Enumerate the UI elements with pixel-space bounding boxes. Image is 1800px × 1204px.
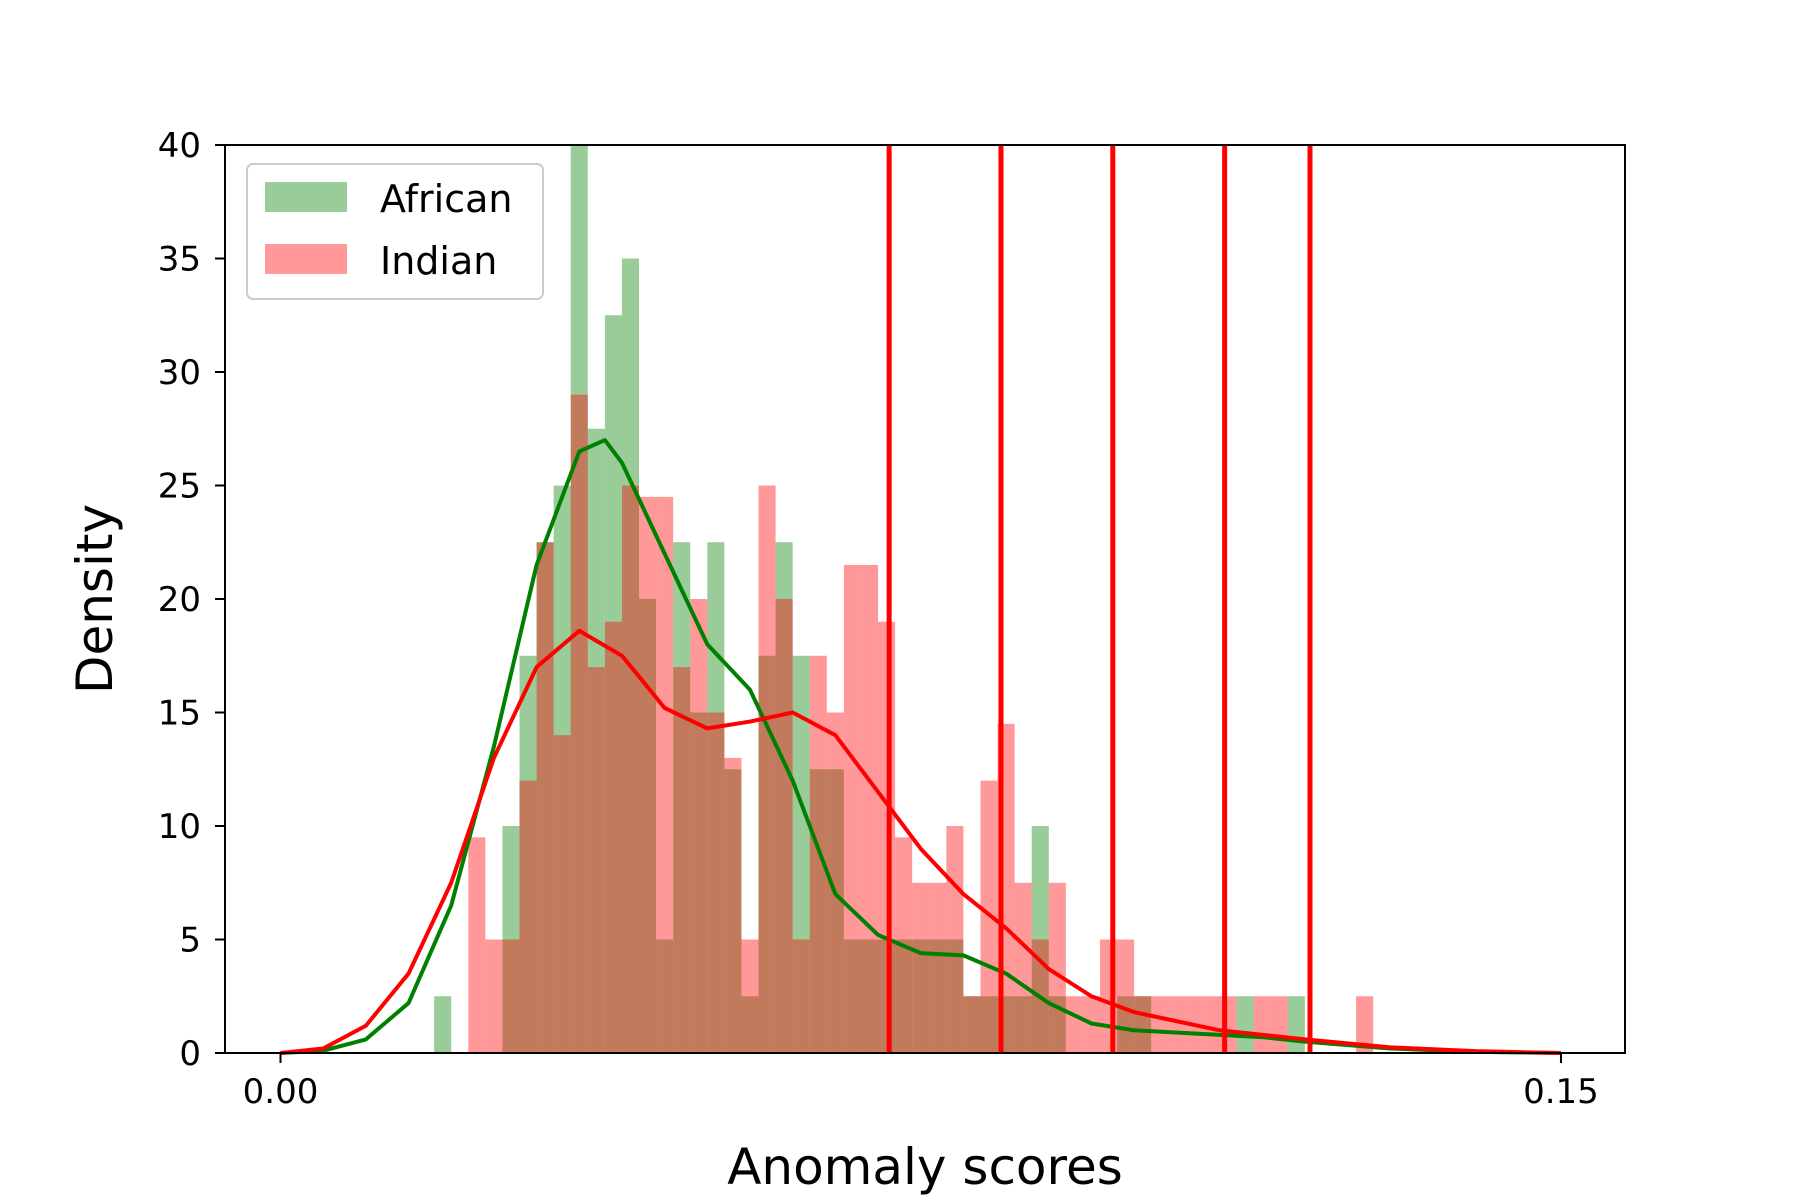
bar-african-4 xyxy=(553,485,571,1053)
bar-african-2 xyxy=(519,655,537,1053)
density-curves xyxy=(280,438,1562,1055)
legend-label-indian: Indian xyxy=(380,239,497,283)
bar-indian-4 xyxy=(536,542,554,1053)
bar-african-9 xyxy=(639,599,657,1053)
y-tick-label-3: 15 xyxy=(158,694,201,734)
bar-african-0 xyxy=(434,996,452,1053)
bar-indian-3 xyxy=(519,780,537,1053)
histogram-bars xyxy=(434,145,1374,1054)
bar-african-8 xyxy=(621,258,640,1053)
bar-indian-44 xyxy=(1219,996,1237,1053)
bar-indian-19 xyxy=(792,939,810,1053)
threshold-lines xyxy=(886,145,1313,1053)
bar-indian-41 xyxy=(1168,996,1186,1053)
y-axis-ticks: 0 5 10 15 20 25 30 35 40 xyxy=(158,126,225,1074)
bar-indian-1 xyxy=(485,939,503,1053)
bar-indian-29 xyxy=(963,996,981,1053)
bar-indian-32 xyxy=(1014,882,1032,1053)
bar-african-13 xyxy=(707,542,725,1053)
bar-indian-10 xyxy=(639,496,657,1054)
bar-african-17 xyxy=(775,542,793,1053)
legend-swatch-african xyxy=(265,182,347,212)
bar-african-14 xyxy=(724,769,742,1053)
x-tick-label-1: 0.15 xyxy=(1523,1072,1599,1112)
y-tick-label-7: 35 xyxy=(158,240,201,280)
bar-indian-15 xyxy=(724,757,742,1053)
bar-african-21 xyxy=(843,939,861,1053)
bar-indian-18 xyxy=(775,599,793,1053)
bar-indian-9 xyxy=(621,485,640,1053)
bar-african-27 xyxy=(946,939,964,1053)
bar-indian-39 xyxy=(1134,996,1152,1053)
bar-african-15 xyxy=(741,996,759,1053)
bar-indian-22 xyxy=(843,564,861,1053)
bar-african-16 xyxy=(758,655,776,1053)
x-axis-ticks: 0.00 0.15 xyxy=(243,1053,1599,1112)
bar-indian-23 xyxy=(860,564,879,1053)
y-tick-label-1: 5 xyxy=(179,921,201,961)
bar-indian-45 xyxy=(1253,996,1271,1053)
legend-label-african: African xyxy=(380,177,512,221)
bar-indian-26 xyxy=(912,882,930,1053)
y-tick-label-4: 20 xyxy=(158,580,201,620)
bar-african-24 xyxy=(895,939,913,1053)
bar-indian-12 xyxy=(673,667,691,1053)
bar-african-29 xyxy=(980,996,998,1053)
bar-african-10 xyxy=(656,939,674,1053)
bar-indian-40 xyxy=(1151,996,1169,1053)
kde-curve-indian xyxy=(280,628,1562,1055)
bar-african-7 xyxy=(604,315,622,1053)
bar-african-20 xyxy=(826,769,844,1053)
bar-indian-21 xyxy=(826,712,844,1053)
bar-african-37 xyxy=(1287,996,1305,1053)
bar-indian-27 xyxy=(929,882,947,1053)
bar-indian-11 xyxy=(656,496,674,1054)
bar-african-26 xyxy=(929,939,947,1053)
bar-indian-34 xyxy=(1048,882,1066,1053)
y-tick-label-0: 0 xyxy=(179,1034,201,1074)
bar-african-11 xyxy=(673,542,691,1053)
bar-indian-35 xyxy=(1065,996,1083,1053)
bar-indian-38 xyxy=(1117,939,1135,1053)
bar-african-5 xyxy=(570,145,588,1053)
bar-african-28 xyxy=(963,996,981,1053)
y-tick-label-8: 40 xyxy=(158,126,201,166)
bar-indian-5 xyxy=(553,735,571,1053)
bar-indian-47 xyxy=(1356,996,1374,1053)
y-tick-label-5: 25 xyxy=(158,467,201,507)
bar-african-3 xyxy=(536,542,554,1053)
bar-african-6 xyxy=(587,428,605,1053)
bar-indian-28 xyxy=(946,826,964,1053)
y-tick-label-2: 10 xyxy=(158,807,201,847)
bar-indian-8 xyxy=(604,621,622,1053)
y-axis-label: Density xyxy=(66,504,124,694)
bar-indian-6 xyxy=(570,394,588,1053)
bar-indian-46 xyxy=(1270,996,1288,1053)
bar-indian-13 xyxy=(690,599,708,1053)
bar-african-31 xyxy=(1014,996,1032,1053)
y-tick-label-6: 30 xyxy=(158,353,201,393)
bar-african-1 xyxy=(502,826,520,1053)
bar-african-22 xyxy=(860,939,879,1053)
bar-indian-17 xyxy=(758,485,776,1053)
bar-indian-7 xyxy=(587,667,605,1053)
bar-indian-0 xyxy=(468,837,486,1053)
bar-indian-16 xyxy=(741,939,759,1053)
legend-box xyxy=(246,163,544,300)
legend-swatch-indian xyxy=(265,244,347,274)
bar-african-35 xyxy=(1134,996,1152,1053)
bar-indian-2 xyxy=(502,939,520,1053)
bar-african-12 xyxy=(690,712,708,1053)
bar-indian-43 xyxy=(1202,996,1220,1053)
x-axis-label: Anomaly scores xyxy=(727,1138,1123,1196)
bar-african-18 xyxy=(792,655,810,1053)
bar-indian-14 xyxy=(707,712,725,1053)
bar-indian-24 xyxy=(878,621,896,1053)
x-tick-label-0: 0.00 xyxy=(243,1072,319,1112)
bar-african-36 xyxy=(1236,996,1254,1053)
legend: African Indian xyxy=(246,163,544,300)
bar-african-25 xyxy=(912,939,930,1053)
